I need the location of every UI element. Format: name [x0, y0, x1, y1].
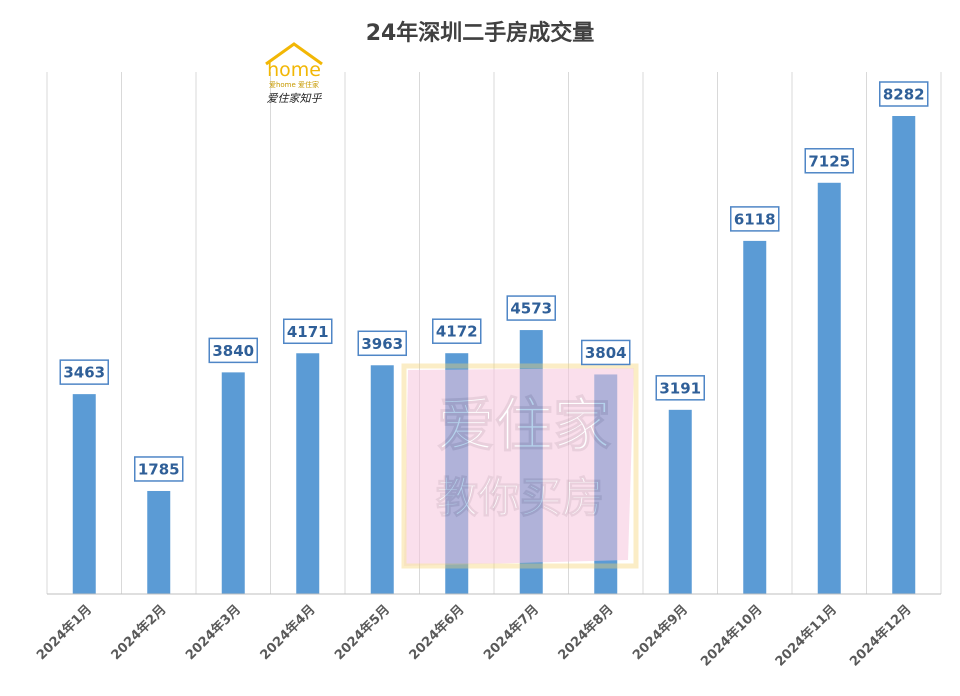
data-label-box	[208, 337, 258, 364]
data-label: 4172	[436, 323, 478, 341]
x-tick-label: 2024年2月	[108, 602, 170, 664]
x-tick-label: 2024年6月	[406, 602, 468, 664]
chart-title: 24年深圳二手房成交量	[366, 20, 595, 46]
x-tick-label: 2024年7月	[480, 602, 542, 664]
data-label: 6118	[734, 210, 776, 228]
data-label: 3463	[63, 364, 105, 382]
data-label-box	[730, 206, 780, 232]
data-label-box	[804, 148, 854, 174]
data-label-box	[283, 318, 333, 345]
x-tick-label: 2024年4月	[257, 602, 319, 664]
bar	[221, 372, 245, 594]
data-label: 7125	[808, 152, 850, 170]
data-label: 4573	[510, 300, 552, 318]
data-label-box	[59, 359, 109, 385]
x-tick-label: 2024年8月	[555, 602, 617, 664]
bar	[147, 490, 171, 594]
x-tick-label: 2024年12月	[846, 602, 914, 670]
data-label-box	[506, 295, 556, 321]
data-label: 3840	[212, 342, 254, 360]
data-label-box	[357, 330, 407, 357]
house-roof-icon	[265, 42, 323, 66]
data-label: 8282	[883, 86, 925, 104]
data-label-box	[134, 456, 184, 482]
x-tick-label: 2024年1月	[33, 602, 95, 664]
x-tick-label: 2024年3月	[182, 602, 244, 664]
watermark-line1: 爱住家	[437, 391, 611, 459]
logo-tagline: 爱home 爱住家	[269, 80, 319, 89]
data-label: 3963	[361, 335, 403, 353]
bar	[892, 116, 916, 594]
watermark-frame	[401, 363, 639, 569]
logo-signature: 爱住家知乎	[267, 92, 323, 105]
data-labels: 3463 1785 3840 4171 3963 4172 4573 3804 3191 6118…	[59, 81, 929, 482]
bar	[72, 394, 96, 594]
data-label: 4171	[287, 323, 329, 341]
data-label-box	[581, 339, 631, 366]
x-tick-labels: 2024年1月 2024年2月 2024年3月 2024年4月 2024年5月 2024年…	[33, 602, 914, 670]
bar	[668, 409, 692, 594]
data-label-box	[655, 375, 705, 401]
x-tick-label: 2024年11月	[772, 602, 840, 670]
gridlines	[46, 72, 942, 594]
x-tick-label: 2024年5月	[331, 602, 393, 664]
watermark: 爱住家 教你买房	[401, 363, 639, 569]
logo-brand: home	[267, 59, 321, 81]
x-tick-label: 2024年10月	[697, 602, 765, 670]
bar	[370, 365, 394, 594]
watermark-line2: 教你买房	[436, 473, 604, 522]
brand-logo: home 爱home 爱住家 爱住家知乎	[265, 42, 323, 105]
data-label: 3804	[585, 344, 627, 362]
bar	[817, 182, 841, 595]
data-label-box	[879, 81, 929, 107]
bar	[296, 353, 320, 594]
x-tick-label: 2024年9月	[629, 602, 691, 664]
data-label: 1785	[138, 460, 180, 478]
data-label-box	[432, 318, 482, 344]
bar	[743, 240, 767, 594]
data-label: 3191	[659, 379, 701, 397]
watermark-background	[404, 368, 634, 566]
